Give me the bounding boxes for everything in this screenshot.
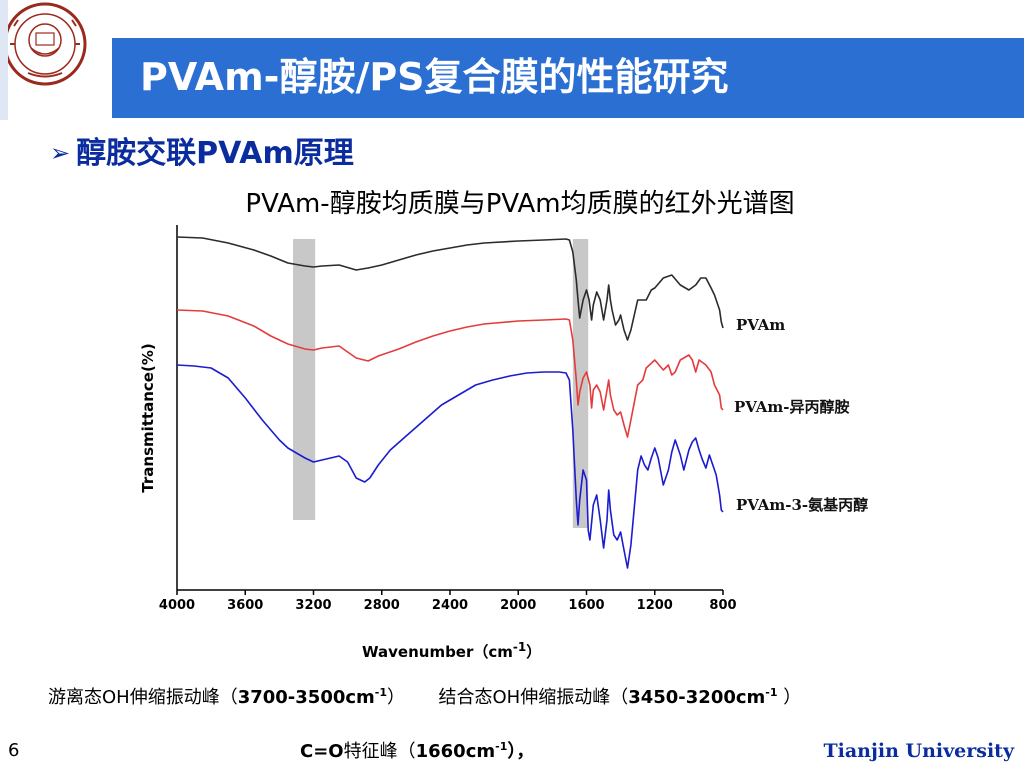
series-label-pvam: PVAm: [736, 316, 786, 334]
x-axis-label: Wavenumber（cm-1）: [362, 640, 541, 662]
section-bullet: ➢ 醇胺交联PVAm原理: [50, 128, 354, 172]
spectra-series: [176, 236, 724, 569]
logo-side-strip: [0, 0, 8, 120]
note-free-oh-label: 游离态OH伸缩振动峰（: [48, 687, 238, 708]
series-line: [176, 236, 724, 341]
footer-university: Tianjin University: [823, 740, 1014, 762]
chart-title: PVAm-醇胺均质膜与PVAm均质膜的红外光谱图: [245, 189, 795, 219]
note-oh-peaks: 游离态OH伸缩振动峰（3700-3500cm-1） 结合态OH伸缩振动峰（345…: [48, 683, 801, 709]
note-co-group: C=O: [300, 741, 344, 762]
highlight-band: [293, 239, 316, 520]
x-tick-label: 2800: [363, 598, 400, 613]
logo-area: [0, 0, 112, 120]
page-number: 6: [8, 740, 20, 761]
note-co-label: 特征峰（: [343, 741, 416, 762]
highlight-bands: [293, 239, 589, 528]
note-bound-oh-end: ）: [777, 687, 802, 708]
x-axis-label-end: ）: [526, 643, 542, 661]
note-free-oh-end: ）: [387, 687, 406, 708]
slide-title: PVAm-醇胺/PS复合膜的性能研究: [140, 55, 729, 99]
note-co-value: 1660cm: [415, 741, 496, 762]
x-axis-label-sup: -1: [512, 640, 527, 654]
title-bar: PVAm-醇胺/PS复合膜的性能研究: [112, 38, 1024, 118]
x-tick-label: 2000: [500, 598, 537, 613]
highlight-band: [572, 239, 589, 528]
x-tick-label: 3600: [227, 598, 264, 613]
section-bullet-text: 醇胺交联PVAm原理: [76, 136, 354, 171]
note-free-oh-sup: -1: [374, 686, 388, 699]
note-bound-oh-label: 结合态OH伸缩振动峰（: [438, 687, 629, 708]
note-bound-oh-range: 3450-3200cm: [628, 687, 766, 708]
note-co-end: ），: [507, 741, 535, 762]
x-tick-label: 1600: [568, 598, 605, 613]
series-line: [176, 364, 724, 569]
x-tick-label: 3200: [295, 598, 332, 613]
arrow-bullet-icon: ➢: [50, 139, 71, 167]
note-co-peak: C=O特征峰（1660cm-1），: [300, 737, 534, 763]
note-free-oh-range: 3700-3500cm: [237, 687, 375, 708]
series-label-pvam-aminopropanol: PVAm-3-氨基丙醇: [736, 496, 869, 514]
note-bound-oh-sup: -1: [765, 686, 778, 699]
series-line: [176, 309, 724, 438]
x-tick-label: 4000: [158, 598, 196, 613]
x-axis-label-main: Wavenumber（cm: [362, 643, 513, 661]
series-label-pvam-isopropanolamine: PVAm-异丙醇胺: [734, 398, 850, 416]
x-tick-label: 800: [709, 598, 737, 613]
x-tick-marks: [176, 590, 724, 595]
y-axis-label: Transmittance(%): [139, 343, 157, 493]
chart-axes: [176, 225, 723, 591]
note-co-sup: -1: [495, 740, 508, 753]
x-tick-label: 1200: [636, 598, 673, 613]
x-tick-label: 2400: [431, 598, 469, 613]
